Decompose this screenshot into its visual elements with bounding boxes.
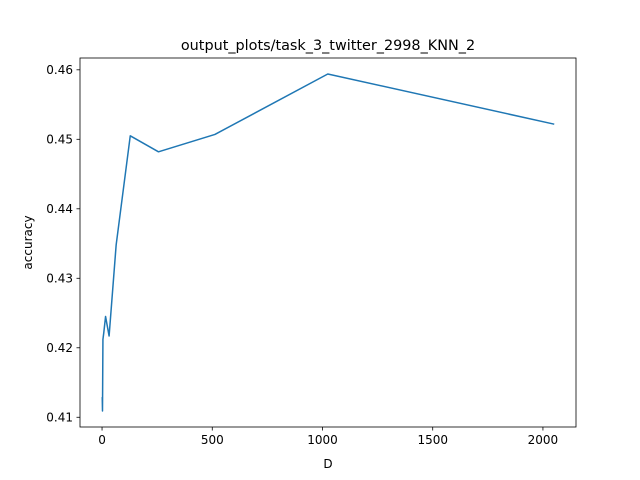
series-layer — [101, 73, 555, 412]
y-tick-label: 0.41 — [46, 411, 73, 425]
y-axis-ticks: 0.41 0.42 0.43 0.44 0.45 0.46 — [46, 63, 80, 425]
series-line — [101, 73, 555, 412]
y-axis-label: accuracy — [21, 215, 35, 269]
y-tick-label: 0.43 — [46, 272, 73, 286]
y-tick-label: 0.46 — [46, 63, 73, 77]
x-tick-label: 1500 — [417, 433, 448, 447]
chart-title: output_plots/task_3_twitter_2998_KNN_2 — [181, 38, 475, 54]
x-axis-ticks: 0 500 1000 1500 2000 — [98, 427, 558, 447]
x-tick-label: 500 — [201, 433, 224, 447]
x-axis-label: D — [323, 457, 332, 471]
plot-area — [80, 58, 576, 427]
x-tick-label: 0 — [98, 433, 106, 447]
y-tick-label: 0.44 — [46, 202, 73, 216]
y-tick-label: 0.42 — [46, 341, 73, 355]
x-tick-label: 2000 — [528, 433, 559, 447]
y-tick-label: 0.45 — [46, 133, 73, 147]
x-tick-label: 1000 — [307, 433, 338, 447]
plot-frame — [79, 57, 577, 428]
